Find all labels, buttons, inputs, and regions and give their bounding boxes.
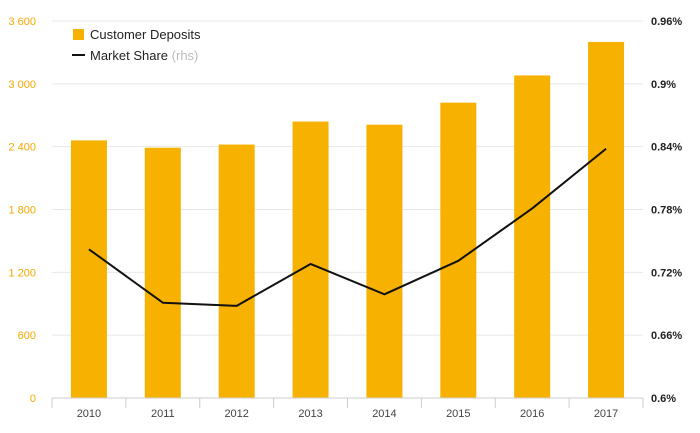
left-tick-label: 2 400	[8, 142, 36, 154]
legend-swatch-deposits	[73, 29, 84, 40]
x-tick-label: 2017	[594, 408, 618, 420]
bar-2014	[366, 124, 403, 399]
x-tick-label: 2015	[446, 408, 470, 420]
bar-2016	[514, 75, 551, 398]
right-tick-label: 0.6%	[651, 393, 676, 405]
bar-2012	[218, 144, 255, 398]
left-tick-label: 1 800	[8, 205, 36, 217]
right-tick-label: 0.78%	[651, 205, 682, 217]
legend-market-share-note: (rhs)	[172, 48, 199, 63]
right-tick-label: 0.72%	[651, 267, 682, 279]
bar-2017	[588, 41, 625, 398]
right-tick-label: 0.96%	[651, 16, 682, 28]
left-tick-label: 0	[30, 393, 36, 405]
x-tick-label: 2010	[77, 408, 101, 420]
gridlines	[52, 20, 643, 336]
bar-2011	[144, 147, 181, 398]
right-tick-label: 0.66%	[651, 330, 682, 342]
right-tick-label: 0.9%	[651, 79, 676, 91]
x-tick-label: 2013	[298, 408, 322, 420]
right-tick-label: 0.84%	[651, 142, 682, 154]
x-tick-label: 2014	[372, 408, 396, 420]
bars	[70, 41, 625, 399]
x-tick-label: 2016	[520, 408, 544, 420]
bar-2010	[70, 140, 107, 398]
legend-label-market-share: Market Share (rhs)	[90, 48, 198, 63]
x-tick-label: 2011	[151, 408, 175, 420]
axes: 0 600 1 200 1 800 2 400 3 000 3 600 0.6% 0.66% 0.…	[8, 16, 682, 420]
left-tick-label: 1 200	[8, 267, 36, 279]
left-tick-label: 3 000	[8, 79, 36, 91]
left-tick-label: 600	[18, 330, 36, 342]
legend-market-share-name: Market Share	[90, 48, 168, 63]
market-share-line	[88, 147, 607, 307]
legend: Customer Deposits Market Share (rhs)	[72, 27, 201, 63]
x-tick-label: 2012	[224, 408, 248, 420]
bar-2015	[440, 102, 477, 398]
left-tick-label: 3 600	[8, 16, 36, 28]
legend-label-deposits: Customer Deposits	[90, 27, 201, 42]
market-share-line-group	[88, 147, 607, 307]
bar-2013	[292, 121, 329, 399]
